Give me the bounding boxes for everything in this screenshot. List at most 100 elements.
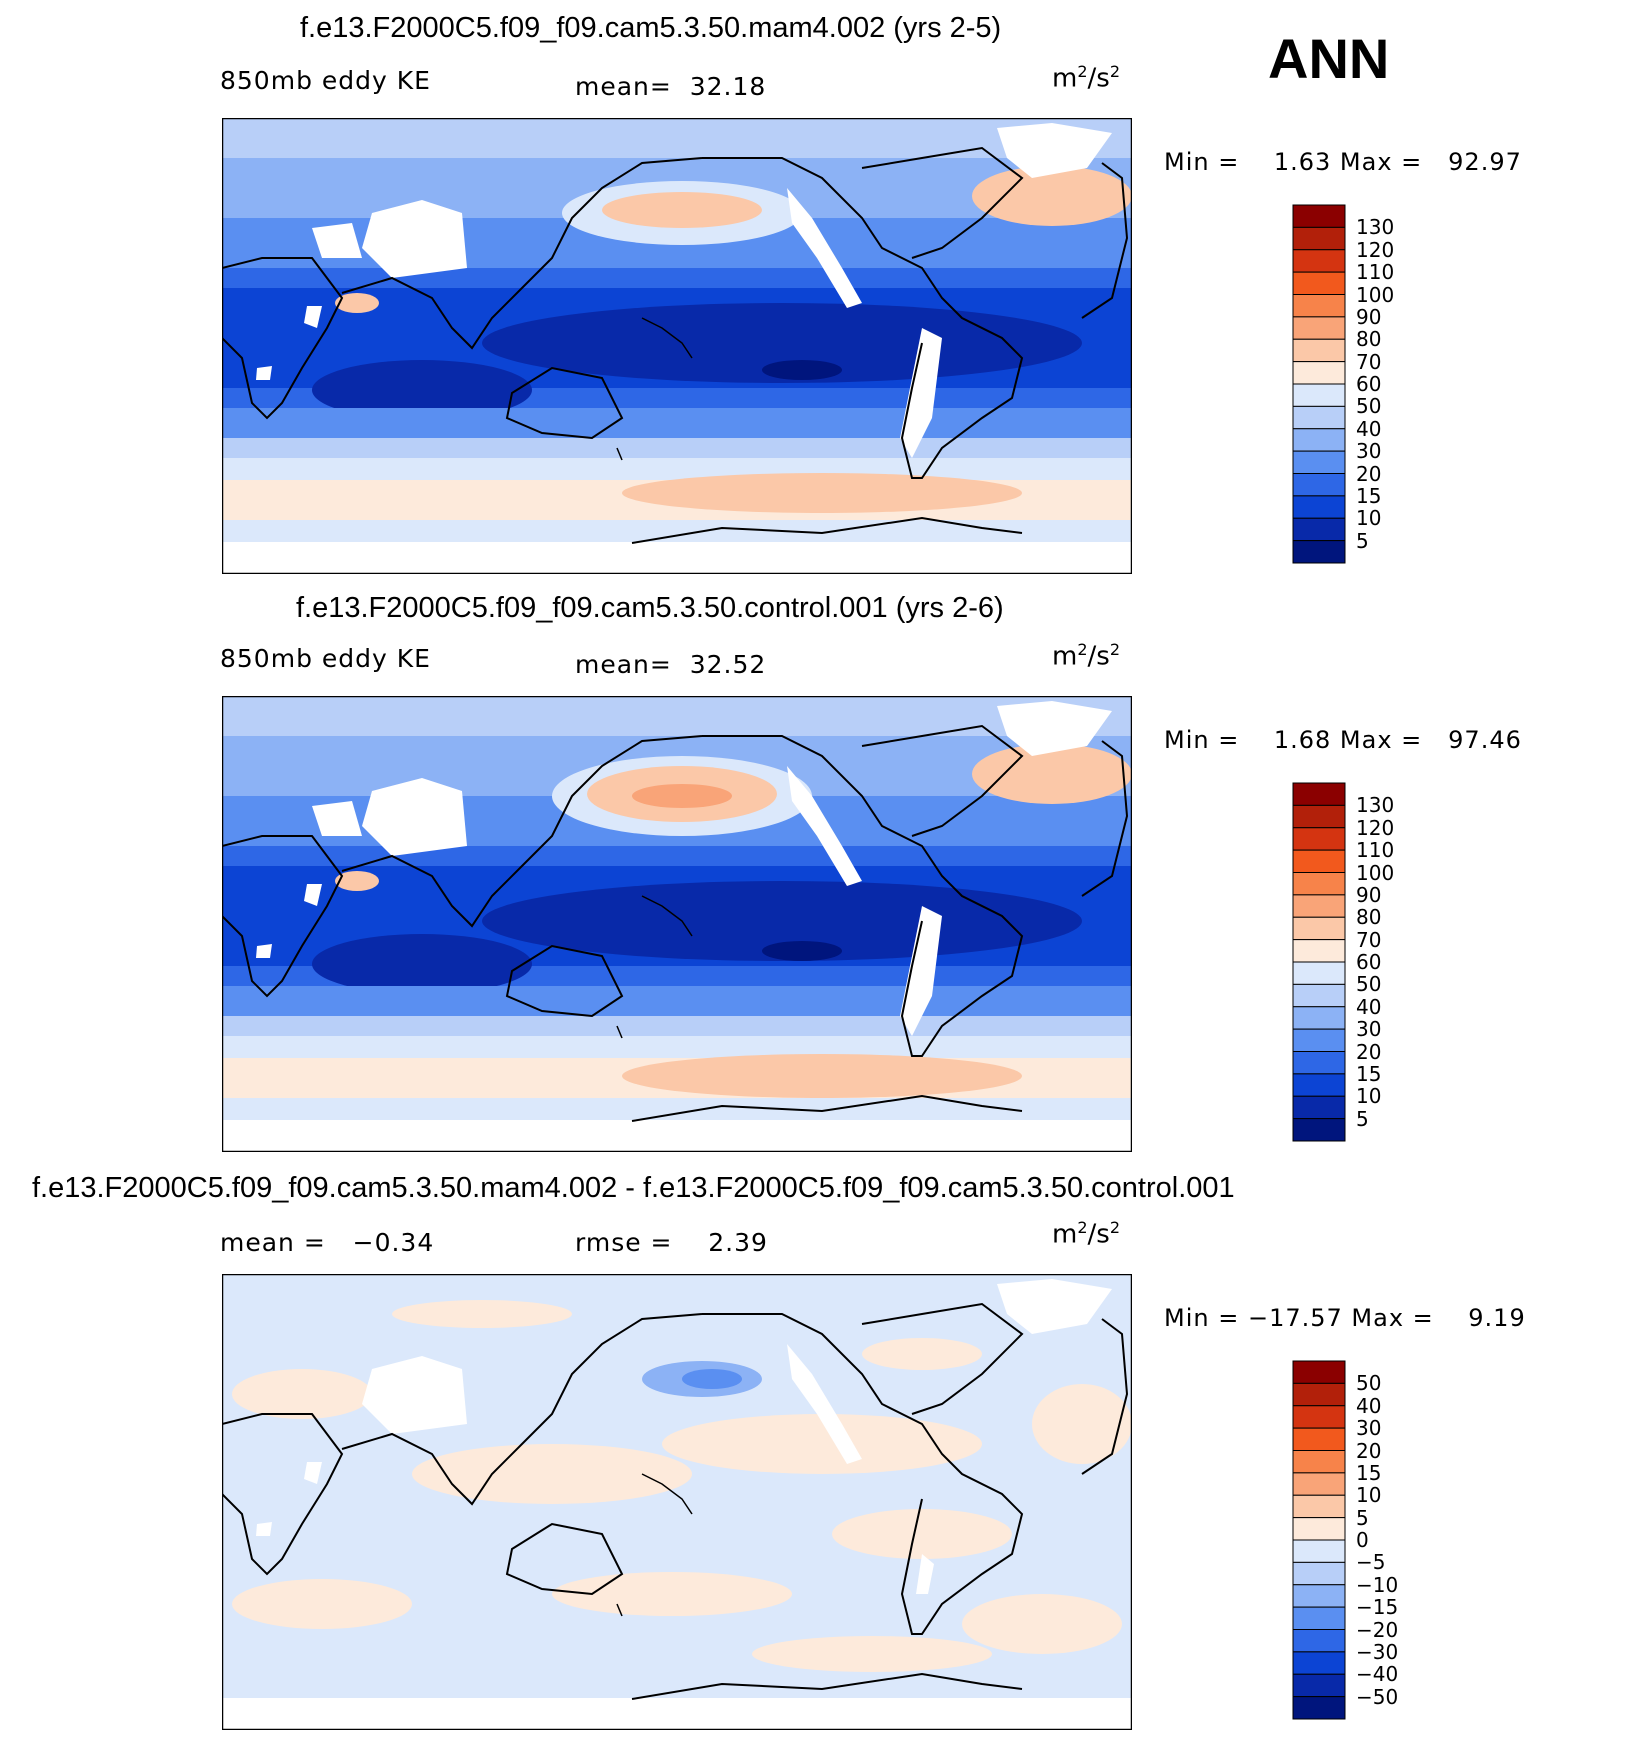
- panel-2-minmax: Min = 1.68 Max = 97.46: [1164, 726, 1522, 754]
- colorbar-tick-label: 50: [1356, 1371, 1382, 1396]
- colorbar-swatch: [1292, 1427, 1346, 1451]
- colorbar-tick-label: 40: [1356, 994, 1382, 1019]
- colorbar-tick-label: 5: [1356, 1106, 1369, 1131]
- colorbar-swatch: [1292, 495, 1346, 519]
- colorbar-tick-label: −10: [1356, 1572, 1399, 1597]
- colorbar-tick-label: 130: [1356, 215, 1395, 240]
- colorbar-tick-label: 90: [1356, 304, 1382, 329]
- panel-1-colorbar-labels: 130 120 110 100 90 80 70 60 50 40 30 20 15 10 5: [1356, 204, 1436, 564]
- colorbar-tick-label: −15: [1356, 1595, 1399, 1620]
- colorbar-tick-label: 60: [1356, 950, 1382, 974]
- colorbar-tick-label: 130: [1356, 793, 1395, 818]
- colorbar-swatch: [1292, 226, 1346, 251]
- colorbar-swatch: [1292, 827, 1346, 851]
- panel-2-colorbar-labels: 130 120 110 100 90 80 70 60 50 40 30 20 15 10 5: [1356, 782, 1436, 1142]
- colorbar-swatch: [1292, 1405, 1346, 1429]
- colorbar-swatch: [1292, 405, 1346, 430]
- colorbar-tick-label: 20: [1356, 1039, 1382, 1064]
- panel-2-colorbar: [1292, 782, 1346, 1142]
- colorbar-swatch: [1292, 1517, 1346, 1541]
- colorbar-swatch: [1292, 849, 1346, 873]
- colorbar-tick-label: −30: [1356, 1639, 1399, 1664]
- panel-3-map: [222, 1274, 1132, 1730]
- colorbar-tick-label: 50: [1356, 972, 1382, 997]
- colorbar-swatch: [1292, 428, 1346, 452]
- colorbar-swatch: [1292, 316, 1346, 340]
- colorbar-swatch: [1292, 1051, 1346, 1075]
- colorbar-tick-label: 110: [1356, 838, 1395, 863]
- panel-2-variable-label: 850mb eddy KE: [220, 644, 431, 673]
- colorbar-tick-label: −20: [1356, 1617, 1399, 1642]
- colorbar-tick-label: −50: [1356, 1684, 1399, 1709]
- colorbar-swatch: [1292, 294, 1346, 318]
- colorbar-swatch: [1292, 1073, 1346, 1097]
- colorbar-swatch: [1292, 983, 1346, 1008]
- colorbar-tick-label: 20: [1356, 1438, 1382, 1463]
- colorbar-tick-label: 60: [1356, 372, 1382, 396]
- colorbar-tick-label: 90: [1356, 882, 1382, 907]
- colorbar-swatch: [1292, 939, 1346, 963]
- colorbar-swatch: [1292, 1118, 1346, 1142]
- colorbar-tick-label: 120: [1356, 237, 1395, 262]
- colorbar-tick-label: 10: [1356, 1084, 1382, 1109]
- colorbar-swatch: [1292, 517, 1346, 542]
- colorbar-swatch: [1292, 961, 1346, 985]
- colorbar-swatch: [1292, 1673, 1346, 1698]
- panel-3-colorbar: [1292, 1360, 1346, 1720]
- colorbar-swatch: [1292, 271, 1346, 295]
- panel-3-rmse-label: rmse = 2.39: [575, 1228, 768, 1257]
- colorbar-tick-label: 40: [1356, 1393, 1382, 1418]
- colorbar-tick-label: 100: [1356, 282, 1395, 307]
- panel-2-map-frame: [222, 696, 1132, 1152]
- colorbar-swatch: [1292, 894, 1346, 918]
- colorbar-tick-label: 0: [1356, 1528, 1369, 1552]
- colorbar-swatch: [1292, 782, 1346, 806]
- colorbar-swatch: [1292, 1584, 1346, 1608]
- colorbar-tick-label: 110: [1356, 260, 1395, 285]
- panel-1-units: m2/s2: [1052, 62, 1121, 94]
- panel-3-title: f.e13.F2000C5.f09_f09.cam5.3.50.mam4.002…: [32, 1172, 1235, 1204]
- colorbar-swatch: [1292, 1539, 1346, 1563]
- season-label: ANN: [1268, 27, 1390, 90]
- colorbar-swatch: [1292, 1472, 1346, 1496]
- colorbar-tick-label: 120: [1356, 815, 1395, 840]
- panel-1-variable-label: 850mb eddy KE: [220, 66, 431, 95]
- panel-3-colorbar-labels: 50 40 30 20 15 10 5 0 −5 −10 −15 −20 −30 −40 −50: [1356, 1360, 1436, 1720]
- colorbar-tick-label: 5: [1356, 1505, 1369, 1530]
- colorbar-tick-label: 15: [1356, 1460, 1382, 1485]
- colorbar-tick-label: 30: [1356, 1017, 1382, 1042]
- panel-2-map: [222, 696, 1132, 1152]
- panel-1-map: [222, 118, 1132, 574]
- colorbar-swatch: [1292, 1494, 1346, 1519]
- colorbar-tick-label: 70: [1356, 349, 1382, 374]
- colorbar-swatch: [1292, 804, 1346, 829]
- colorbar-swatch: [1292, 1651, 1346, 1675]
- panel-1-mean-label: mean= 32.18: [575, 72, 767, 101]
- colorbar-swatch: [1292, 1561, 1346, 1586]
- panel-3-units: m2/s2: [1052, 1218, 1121, 1250]
- colorbar-tick-label: −40: [1356, 1662, 1399, 1687]
- panel-3-mean-label: mean = −0.34: [220, 1228, 435, 1257]
- colorbar-tick-label: 100: [1356, 860, 1395, 885]
- colorbar-tick-label: 15: [1356, 1061, 1382, 1086]
- colorbar-tick-label: 10: [1356, 506, 1382, 531]
- colorbar-swatch: [1292, 1095, 1346, 1120]
- colorbar-tick-label: −5: [1356, 1550, 1386, 1575]
- colorbar-swatch: [1292, 204, 1346, 228]
- colorbar-swatch: [1292, 1606, 1346, 1630]
- colorbar-tick-label: 30: [1356, 1416, 1382, 1441]
- panel-2-units: m2/s2: [1052, 640, 1121, 672]
- colorbar-swatch: [1292, 1360, 1346, 1384]
- panel-1-colorbar: [1292, 204, 1346, 564]
- colorbar-swatch: [1292, 450, 1346, 474]
- colorbar-tick-label: 40: [1356, 416, 1382, 441]
- colorbar-swatch: [1292, 540, 1346, 564]
- panel-3-minmax: Min = −17.57 Max = 9.19: [1164, 1304, 1526, 1332]
- colorbar-swatch: [1292, 383, 1346, 407]
- colorbar-swatch: [1292, 473, 1346, 497]
- colorbar-tick-label: 15: [1356, 483, 1382, 508]
- panel-3-map-frame: [222, 1274, 1132, 1730]
- colorbar-swatch: [1292, 338, 1346, 363]
- panel-2-title: f.e13.F2000C5.f09_f09.cam5.3.50.control.…: [296, 592, 1004, 624]
- colorbar-swatch: [1292, 872, 1346, 896]
